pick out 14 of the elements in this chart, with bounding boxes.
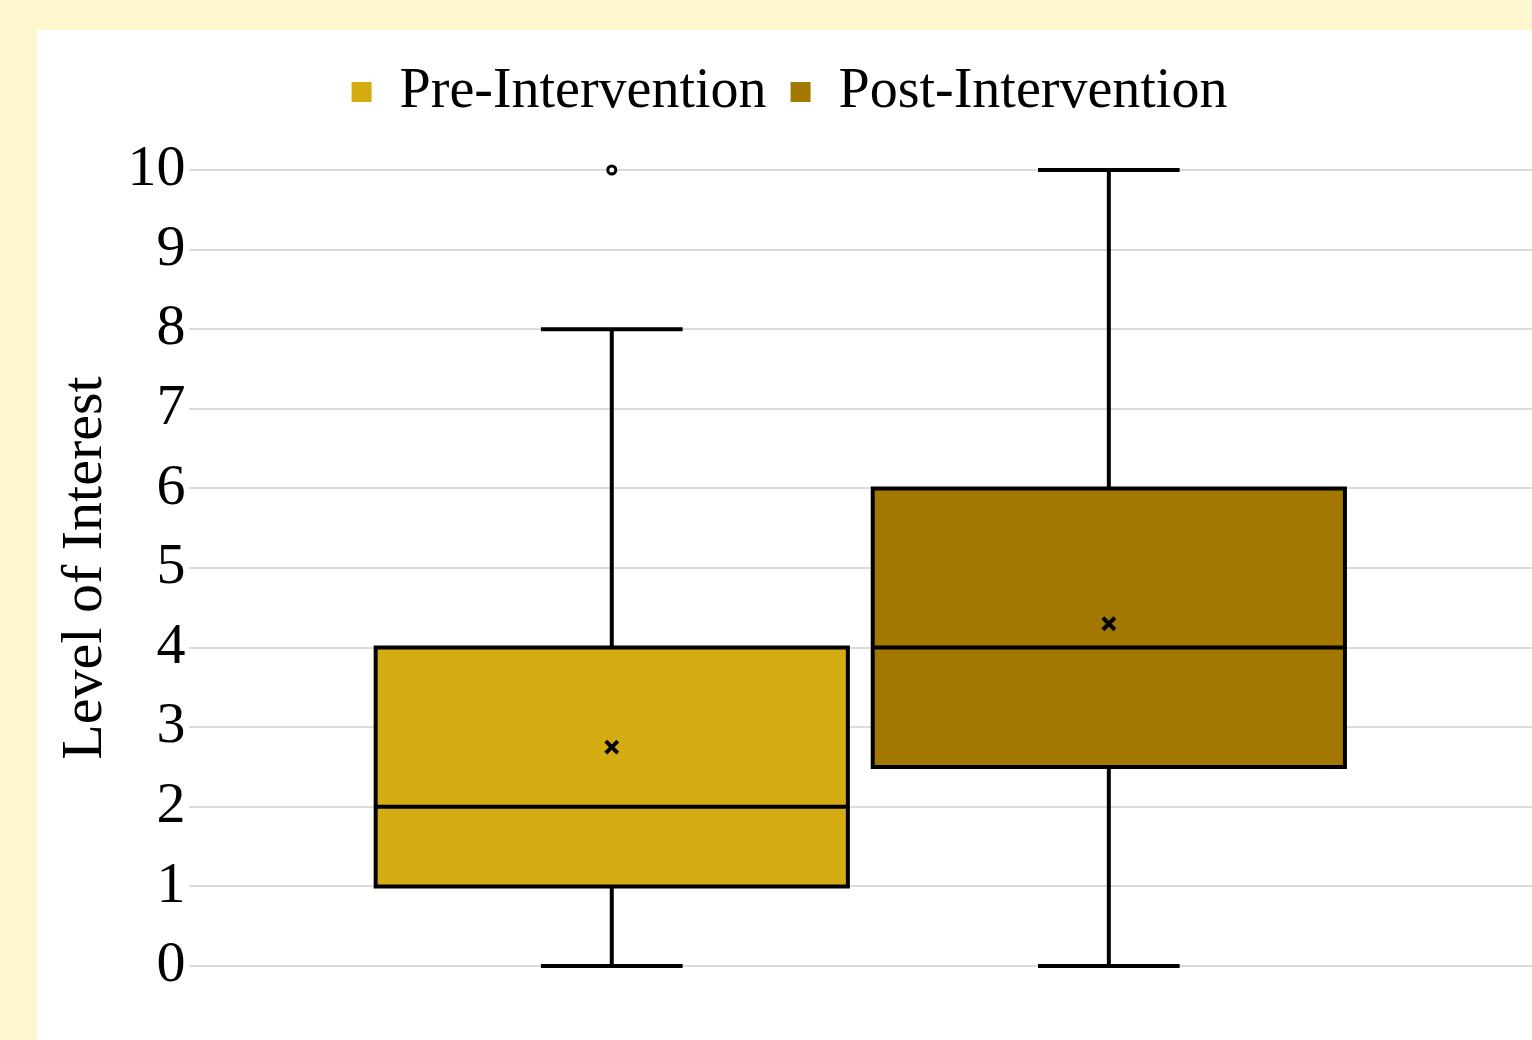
y-tick-label: 8 <box>156 292 186 358</box>
legend-label: Post-Intervention <box>838 56 1228 119</box>
y-tick-label: 10 <box>127 133 186 199</box>
legend-label: Pre-Intervention <box>399 56 767 119</box>
y-tick-label: 2 <box>156 770 186 836</box>
y-tick-label: 6 <box>156 451 186 517</box>
y-tick-label: 5 <box>156 531 186 597</box>
y-tick-label: 4 <box>156 610 186 676</box>
y-tick-label: 9 <box>156 212 186 278</box>
y-axis-title: Level of Interest <box>49 376 115 760</box>
y-tick-label: 1 <box>156 849 186 915</box>
y-tick-label: 7 <box>156 372 186 438</box>
y-tick-label: 3 <box>156 690 186 756</box>
y-tick-label: 0 <box>156 929 186 995</box>
